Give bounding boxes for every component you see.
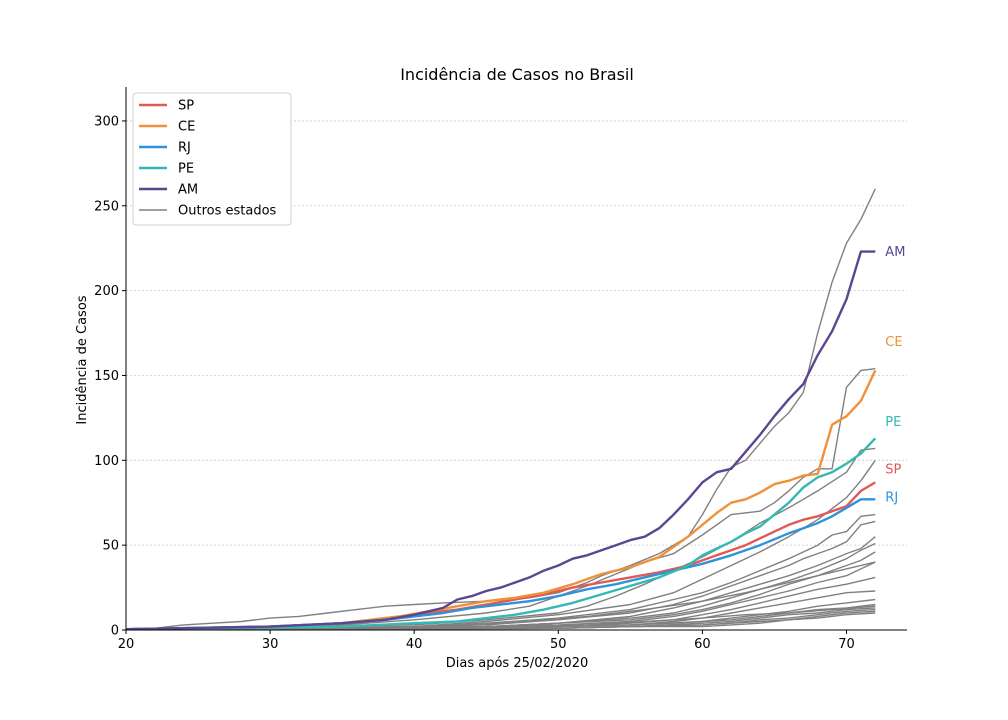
- legend-label-1: CE: [178, 120, 195, 135]
- x-tick-label-70: 70: [838, 637, 855, 652]
- legend-label-3: PE: [178, 162, 194, 177]
- end-label-am: AM: [885, 245, 905, 260]
- chart-title: Incidência de Casos no Brasil: [400, 65, 634, 84]
- other-state-line-3: [125, 459, 876, 630]
- y-tick-label-150: 150: [94, 369, 119, 384]
- other-state-line-17: [125, 612, 876, 630]
- other-state-line-1: [125, 368, 876, 630]
- other-state-line-2: [125, 447, 876, 630]
- axes: [125, 87, 907, 631]
- x-tick-label-50: 50: [550, 637, 567, 652]
- x-tick-label-60: 60: [694, 637, 711, 652]
- end-label-sp: SP: [885, 462, 901, 477]
- legend-label-0: SP: [178, 99, 194, 114]
- series-end-labels: SP CE RJ PE AM: [885, 245, 905, 505]
- end-label-ce: CE: [885, 335, 902, 350]
- other-state-line-18: [125, 605, 876, 630]
- x-tick-label-20: 20: [118, 637, 135, 652]
- legend: SP CE RJ PE AM Outros estados: [132, 92, 292, 226]
- x-axis-label: Dias após 25/02/2020: [446, 656, 589, 671]
- x-tick-label-40: 40: [406, 637, 423, 652]
- series-line-am: [125, 250, 876, 631]
- tick-labels: 20 30 40 50 60 70 0 50 100 150 200 250 300: [94, 114, 855, 652]
- end-label-rj: RJ: [885, 490, 898, 505]
- end-label-pe: PE: [885, 415, 901, 430]
- y-tick-label-250: 250: [94, 199, 119, 214]
- legend-label-5: Outros estados: [178, 204, 277, 219]
- y-tick-label-100: 100: [94, 454, 119, 469]
- y-tick-label-0: 0: [111, 624, 119, 639]
- x-tick-label-30: 30: [262, 637, 279, 652]
- series-line-rj: [125, 498, 876, 631]
- other-state-line-8: [125, 551, 876, 630]
- series-line-pe: [125, 437, 877, 631]
- other-state-line-19: [125, 561, 876, 630]
- y-tick-label-50: 50: [102, 539, 119, 554]
- other-state-line-4: [125, 513, 876, 630]
- y-tick-label-200: 200: [94, 284, 119, 299]
- other-series-group: [125, 188, 876, 630]
- series-line-ce: [125, 369, 877, 631]
- y-axis-label: Incidência de Casos: [75, 295, 90, 424]
- other-state-line-0: [125, 188, 876, 630]
- other-state-line-13: [125, 603, 876, 630]
- legend-box: [132, 92, 292, 226]
- y-tick-label-300: 300: [94, 114, 119, 129]
- legend-label-4: AM: [178, 183, 198, 198]
- highlighted-series-group: [125, 250, 877, 631]
- legend-label-2: RJ: [178, 141, 191, 156]
